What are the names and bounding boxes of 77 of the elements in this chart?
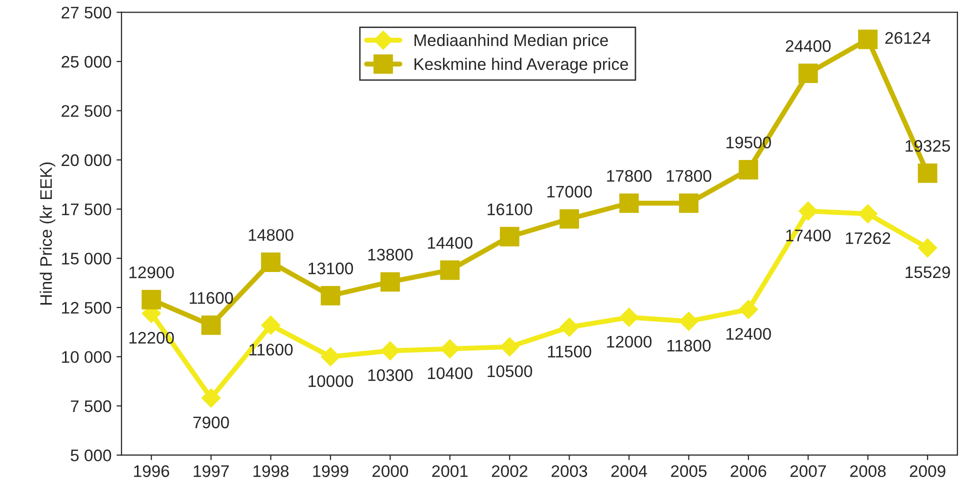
data-label: 16100 [488, 204, 532, 216]
y-tick-label: 5 000 [70, 450, 112, 462]
point [380, 341, 400, 360]
y-tick-label: 10 000 [62, 351, 112, 363]
data-label: 10300 [368, 369, 413, 382]
point [918, 238, 938, 258]
data-label: 10400 [428, 367, 472, 380]
data-label: 12900 [129, 266, 174, 278]
point [320, 347, 340, 366]
point [261, 316, 280, 335]
point [738, 160, 758, 180]
y-tick-label: 15 000 [62, 252, 112, 265]
point [679, 193, 698, 213]
data-label: 15529 [906, 266, 950, 278]
data-label: 11500 [548, 346, 592, 358]
x-tick-label: 1998 [254, 465, 289, 478]
data-label: 12400 [726, 328, 771, 340]
data-label: 7900 [193, 416, 229, 428]
y-axis-title: Hind Price (kr EEK) [40, 162, 56, 305]
point [560, 209, 580, 229]
y-tick-label: 27 500 [62, 6, 112, 19]
data-label: 17800 [666, 170, 712, 182]
legend-label: Keskmine hind Average price [414, 58, 628, 74]
point [858, 204, 878, 224]
data-label: 13100 [308, 262, 354, 274]
point [619, 193, 639, 213]
point [619, 308, 639, 327]
point [380, 272, 400, 292]
data-label: 14400 [428, 236, 472, 249]
data-label: 10000 [308, 375, 354, 387]
data-label: 11600 [190, 292, 233, 304]
data-label: 17262 [846, 232, 890, 244]
data-label: 12000 [607, 336, 652, 348]
x-tick-label: 2005 [671, 465, 707, 478]
point [798, 64, 818, 84]
point [560, 318, 579, 337]
y-tick-label: 25 000 [62, 56, 112, 68]
point [679, 312, 698, 331]
y-tick-label: 7 500 [70, 400, 112, 412]
data-label: 17800 [607, 170, 652, 182]
point [858, 30, 878, 50]
x-tick-label: 2009 [910, 465, 946, 478]
point [738, 300, 758, 319]
y-tick-label: 22 500 [62, 105, 112, 117]
x-tick-label: 2006 [730, 465, 766, 478]
point [201, 315, 221, 335]
x-tick-label: 2007 [790, 465, 826, 478]
point [440, 260, 460, 280]
point [320, 286, 340, 306]
x-tick-label: 1999 [313, 465, 348, 478]
x-tick-label: 2004 [611, 465, 648, 478]
data-label: 14800 [248, 229, 294, 241]
data-label: 11800 [667, 340, 711, 352]
point [261, 252, 280, 272]
y-tick-label: 12 500 [62, 302, 112, 314]
x-tick-label: 2002 [492, 465, 528, 478]
x-tick-label: 2000 [372, 465, 408, 478]
point [500, 226, 520, 246]
point [500, 337, 520, 356]
x-tick-label: 2008 [850, 465, 886, 478]
data-label: 24400 [786, 40, 831, 52]
x-tick-label: 1997 [194, 465, 229, 478]
x-tick-label: 1996 [134, 465, 170, 478]
data-label: 17000 [547, 186, 592, 198]
y-tick-label: 17 500 [62, 204, 112, 216]
point [798, 202, 818, 221]
data-label: 10500 [488, 365, 532, 378]
data-label: 26124 [885, 32, 930, 44]
point [202, 388, 221, 408]
x-tick-label: 2003 [552, 465, 588, 478]
data-label: 13800 [368, 248, 413, 261]
point [440, 339, 460, 358]
x-tick-label: 2001 [432, 465, 468, 478]
y-tick-label: 20 000 [62, 154, 112, 166]
point [918, 163, 938, 183]
legend-label: Mediaanhind Median price [414, 34, 608, 50]
point [142, 290, 162, 310]
